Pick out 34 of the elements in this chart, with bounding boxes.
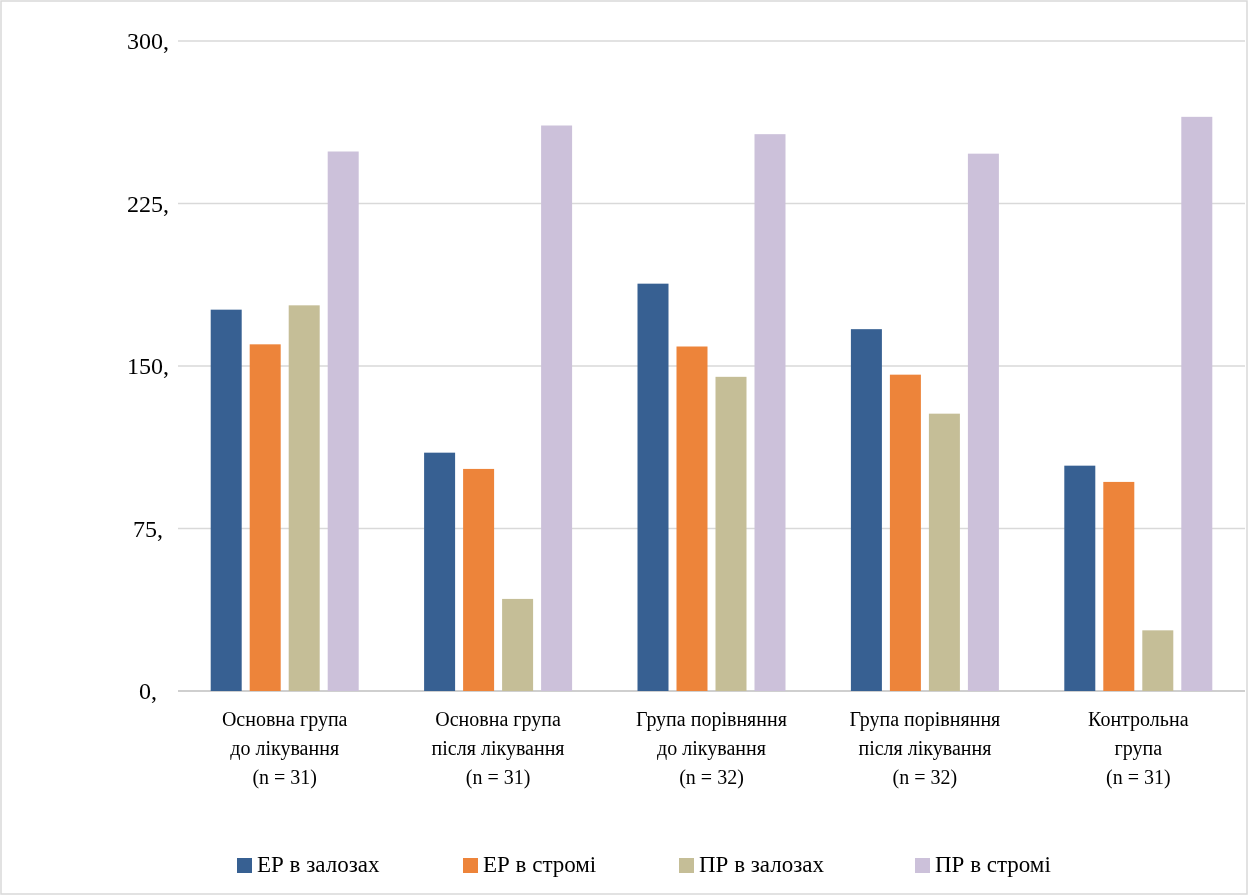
x-tick-label: Основна група до лікування (n = 31) xyxy=(221,708,348,789)
bar xyxy=(637,283,669,691)
x-tick-label: Основна група після лікування (n = 31) xyxy=(431,708,565,789)
bar xyxy=(1064,465,1096,691)
bar xyxy=(889,374,921,691)
bar xyxy=(1103,481,1135,691)
bar xyxy=(715,376,747,691)
bar xyxy=(463,468,495,691)
bar xyxy=(541,125,573,691)
y-tick-label: 75, xyxy=(133,515,163,542)
y-tick-label: 300, xyxy=(127,28,169,54)
y-tick-label: 225, xyxy=(127,190,169,217)
y-tick-label: 0, xyxy=(139,678,157,704)
bar xyxy=(424,452,456,691)
bar xyxy=(676,346,708,691)
bar xyxy=(1142,630,1174,691)
bar xyxy=(210,309,242,691)
bar xyxy=(288,305,320,691)
legend-label: ПР в стромі xyxy=(935,852,1051,877)
bar xyxy=(754,134,786,691)
bar xyxy=(1181,116,1213,691)
bar xyxy=(850,329,882,691)
x-tick-label: Контрольна група (n = 31) xyxy=(1088,708,1189,789)
x-tick-label: Група порівняння після лікування (n = 32) xyxy=(849,708,1001,789)
bar xyxy=(249,344,281,691)
bar xyxy=(928,413,960,691)
y-tick-label: 150, xyxy=(127,353,169,379)
legend-label: ПР в залозах xyxy=(699,852,825,877)
legend-label: ЕР в стромі xyxy=(483,852,597,877)
bar xyxy=(327,151,359,691)
bar xyxy=(502,598,534,691)
legend-label: ЕР в залозах xyxy=(257,852,380,877)
bar xyxy=(967,153,999,691)
x-tick-label: Група порівняння до лікування (n = 32) xyxy=(636,708,787,789)
